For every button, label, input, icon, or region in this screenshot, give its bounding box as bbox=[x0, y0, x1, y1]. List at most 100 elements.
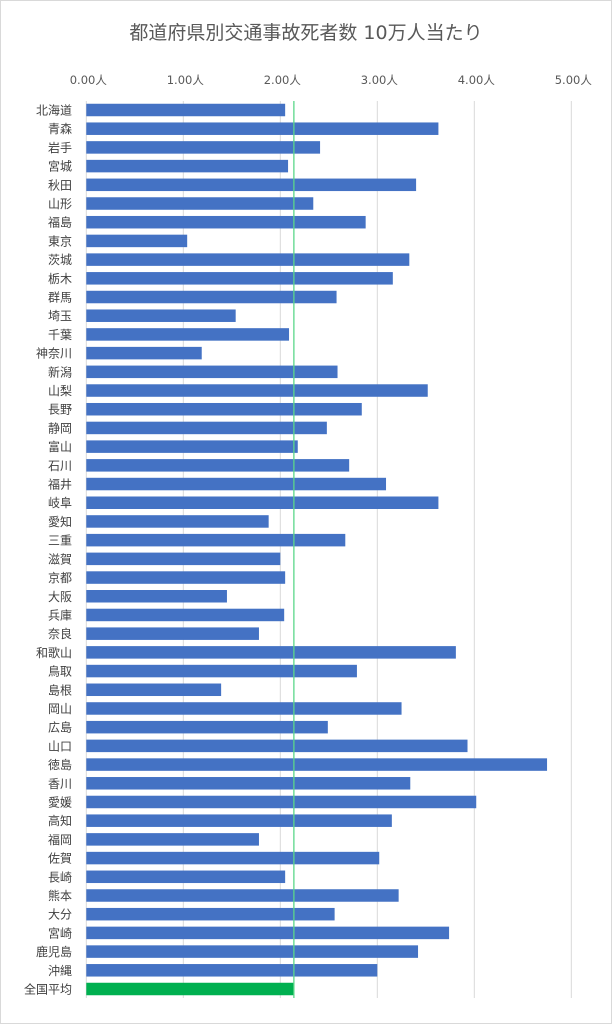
category-label: 秋田 bbox=[48, 178, 72, 192]
category-label: 滋賀 bbox=[48, 552, 72, 566]
bar-31 bbox=[86, 683, 222, 697]
bar-34 bbox=[86, 739, 468, 753]
category-label: 三重 bbox=[48, 534, 72, 548]
category-label: 長崎 bbox=[48, 870, 72, 884]
category-label: 奈良 bbox=[48, 626, 72, 641]
bar-24 bbox=[86, 552, 281, 566]
category-label: 沖縄 bbox=[48, 963, 72, 978]
bar-19 bbox=[86, 459, 350, 472]
category-label: 長野 bbox=[48, 403, 72, 417]
category-label: 茨城 bbox=[48, 253, 72, 267]
bar-15 bbox=[86, 384, 428, 397]
bar-46 bbox=[86, 964, 378, 977]
category-label: 山梨 bbox=[48, 384, 72, 398]
category-label: 神奈川 bbox=[36, 347, 72, 361]
category-label: 群馬 bbox=[48, 291, 72, 305]
bar-11 bbox=[86, 309, 236, 322]
bar-38 bbox=[86, 814, 392, 827]
category-label: 高知 bbox=[48, 813, 72, 828]
x-tick-label: 0.00人 bbox=[70, 73, 108, 87]
bar-36 bbox=[86, 777, 411, 790]
x-tick-label: 5.00人 bbox=[555, 73, 593, 87]
bar-40 bbox=[86, 851, 380, 865]
category-label: 青森 bbox=[48, 121, 72, 136]
category-label: 岐阜 bbox=[48, 496, 72, 510]
category-label: 東京 bbox=[48, 234, 72, 248]
category-label: 岩手 bbox=[48, 140, 72, 155]
category-label: 全国平均 bbox=[24, 982, 72, 997]
bar-23 bbox=[86, 533, 346, 547]
category-label: 福島 bbox=[48, 215, 72, 230]
category-label: 新潟 bbox=[48, 364, 72, 379]
bar-5 bbox=[86, 197, 314, 210]
bar-3 bbox=[86, 159, 289, 173]
bar-30 bbox=[86, 664, 357, 678]
bar-33 bbox=[86, 720, 328, 734]
bar-4 bbox=[86, 178, 417, 192]
bar-32 bbox=[86, 702, 402, 715]
bar-43 bbox=[86, 907, 335, 921]
bar-29 bbox=[86, 646, 456, 659]
category-label: 愛媛 bbox=[48, 795, 72, 809]
bar-16 bbox=[86, 402, 362, 416]
category-label: 埼玉 bbox=[48, 309, 72, 323]
x-tick-label: 4.00人 bbox=[458, 73, 496, 87]
category-label: 石川 bbox=[48, 459, 72, 473]
bar-9 bbox=[86, 272, 393, 285]
category-label: 千葉 bbox=[48, 328, 72, 342]
bar-21 bbox=[86, 496, 439, 509]
bar-26 bbox=[86, 590, 227, 603]
bar-41 bbox=[86, 870, 286, 884]
category-label: 香川 bbox=[48, 777, 72, 791]
category-label: 鳥取 bbox=[48, 664, 72, 679]
category-label: 福井 bbox=[48, 477, 72, 492]
category-label: 宮城 bbox=[48, 159, 72, 174]
bar-12 bbox=[86, 328, 290, 341]
bar-1 bbox=[86, 122, 439, 135]
bar-17 bbox=[86, 421, 327, 435]
category-label: 福岡 bbox=[48, 832, 72, 847]
category-label: 栃木 bbox=[48, 272, 72, 286]
bar-37 bbox=[86, 795, 477, 809]
category-label: 大分 bbox=[48, 908, 72, 922]
bar-14 bbox=[86, 365, 338, 379]
bar-10 bbox=[86, 290, 337, 304]
category-label: 静岡 bbox=[48, 421, 72, 435]
bar-45 bbox=[86, 945, 419, 958]
category-label: 山口 bbox=[48, 739, 72, 753]
x-tick-label: 2.00人 bbox=[264, 73, 302, 87]
bar-47 bbox=[86, 982, 294, 996]
bar-44 bbox=[86, 926, 450, 940]
category-label: 岡山 bbox=[48, 702, 72, 716]
bar-6 bbox=[86, 215, 366, 229]
bar-42 bbox=[86, 889, 399, 902]
category-label: 兵庫 bbox=[48, 608, 72, 622]
category-label: 富山 bbox=[48, 439, 72, 454]
bar-39 bbox=[86, 833, 259, 846]
bar-18 bbox=[86, 440, 298, 453]
bar-27 bbox=[86, 608, 285, 622]
chart-title: 都道府県別交通事故死者数 10万人当たり bbox=[129, 22, 483, 44]
bar-8 bbox=[86, 253, 410, 266]
category-label: 愛知 bbox=[48, 515, 72, 529]
category-label: 広島 bbox=[48, 720, 72, 735]
category-label: 大阪 bbox=[48, 590, 72, 604]
category-label: 徳島 bbox=[48, 757, 72, 772]
bar-35 bbox=[86, 758, 548, 771]
category-label: 和歌山 bbox=[36, 645, 72, 660]
bar-13 bbox=[86, 346, 202, 360]
category-label: 宮崎 bbox=[48, 925, 72, 940]
category-label: 熊本 bbox=[48, 888, 72, 903]
category-label: 北海道 bbox=[36, 103, 72, 118]
bar-0 bbox=[86, 103, 286, 117]
category-label: 京都 bbox=[48, 571, 72, 585]
bar-20 bbox=[86, 477, 387, 491]
category-label: 佐賀 bbox=[48, 852, 72, 866]
x-tick-label: 3.00人 bbox=[361, 73, 399, 87]
x-tick-label: 1.00人 bbox=[167, 73, 205, 87]
bar-28 bbox=[86, 627, 259, 640]
category-label: 鹿児島 bbox=[36, 944, 72, 959]
category-label: 山形 bbox=[48, 197, 72, 211]
bar-22 bbox=[86, 515, 269, 528]
